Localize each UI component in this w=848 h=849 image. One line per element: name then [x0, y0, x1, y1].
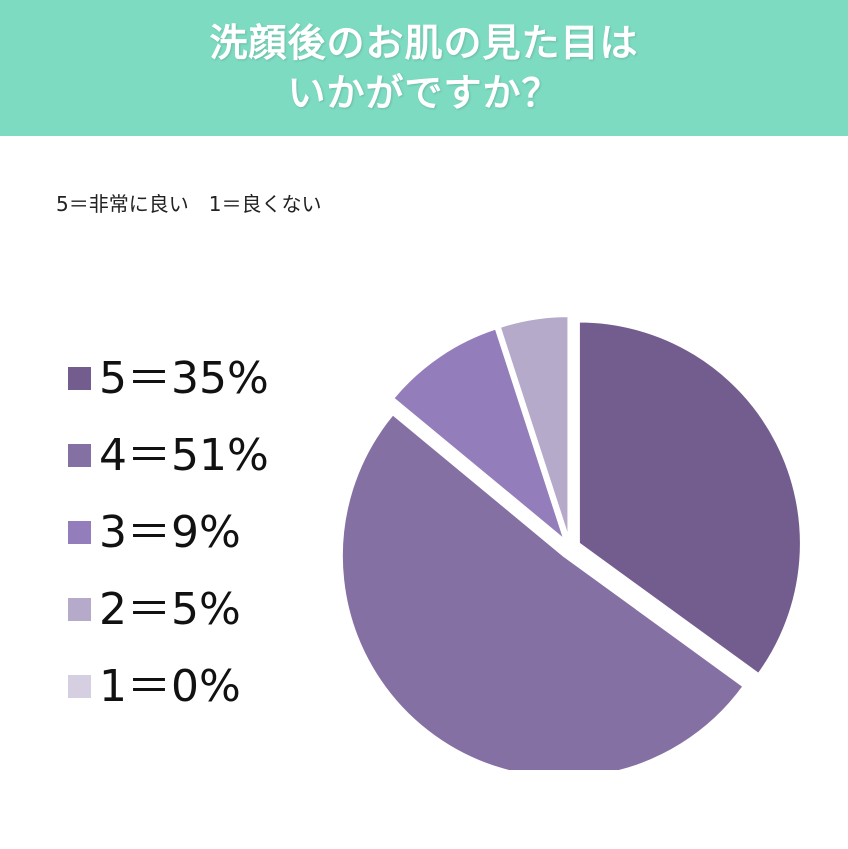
legend-swatch-2: [68, 598, 91, 621]
pie-slice-3: [391, 327, 567, 543]
legend-swatch-5: [68, 367, 91, 390]
pie-slices: [340, 315, 802, 770]
legend-item-3: 3＝9%: [68, 494, 348, 571]
legend-label-3: 3＝9%: [99, 506, 241, 558]
pie-slice-5: [577, 320, 802, 676]
legend-item-1: 1＝0%: [68, 648, 348, 725]
pie-chart: [340, 315, 802, 770]
legend-swatch-4: [68, 444, 91, 467]
title-line-2: いかがですか？: [287, 71, 561, 115]
title-banner: 洗顔後のお肌の見た目は いかがですか？: [0, 0, 848, 136]
pie-slice-2: [498, 315, 570, 539]
legend-item-5: 5＝35%: [68, 340, 348, 417]
scale-note: 5＝非常に良い 1＝良くない: [56, 192, 322, 216]
chart-legend: 5＝35% 4＝51% 3＝9% 2＝5% 1＝0%: [68, 340, 348, 725]
pie-slice-4: [340, 412, 745, 770]
legend-item-4: 4＝51%: [68, 417, 348, 494]
title-line-1: 洗顔後のお肌の見た目は: [209, 21, 639, 65]
legend-swatch-3: [68, 521, 91, 544]
legend-swatch-1: [68, 675, 91, 698]
legend-label-5: 5＝35%: [99, 352, 269, 404]
legend-label-2: 2＝5%: [99, 583, 241, 635]
legend-label-4: 4＝51%: [99, 429, 269, 481]
legend-item-2: 2＝5%: [68, 571, 348, 648]
legend-label-1: 1＝0%: [99, 660, 241, 712]
